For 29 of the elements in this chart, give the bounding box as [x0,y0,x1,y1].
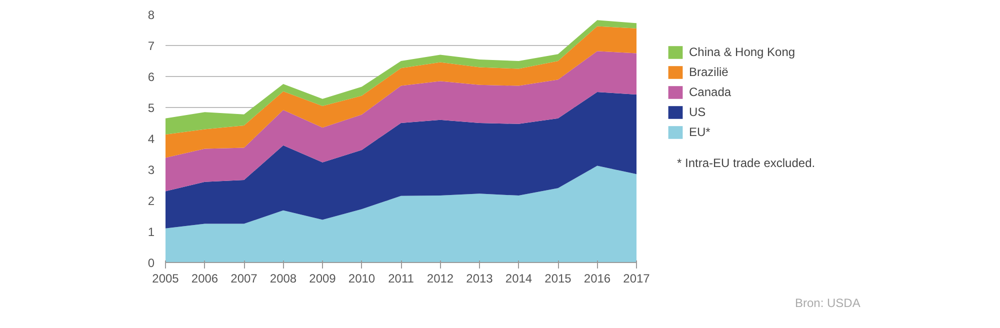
x-tick-label: 2007 [230,272,258,286]
text: * Intra-EU trade excluded. [677,155,816,172]
x-tick-label: 2005 [152,272,180,286]
x-tick-label: 2010 [348,272,376,286]
x-tick-label: 2012 [426,272,454,286]
legend-label: US [689,105,707,119]
x-tick-label: 2017 [623,272,650,286]
y-tick-label: 6 [148,70,155,84]
y-tick-label: 8 [148,8,155,22]
x-tick-label: 2011 [388,272,414,286]
x-tick-label: 2006 [191,272,218,286]
y-tick-label: 1 [148,225,155,239]
y-tick-label: 2 [148,194,155,208]
x-tick-label: 2016 [584,272,611,286]
legend-label: EU* [689,125,710,139]
y-tick-label: 0 [148,256,155,270]
text: Bron: USDA [795,295,860,312]
legend-label: China & Hong Kong [689,45,796,59]
y-tick-label: 3 [148,163,155,177]
legend-label: Canada [689,85,732,99]
x-tick-label: 2009 [309,272,336,286]
x-tick-label: 2008 [270,272,297,286]
y-tick-label: 5 [148,101,155,115]
x-tick-label: 2015 [544,272,572,286]
y-tick-label: 7 [148,39,155,53]
legend-label: Brazilië [689,65,728,79]
x-tick-label: 2014 [505,272,532,286]
x-tick-label: 2013 [466,272,494,286]
y-tick-label: 4 [148,132,155,146]
